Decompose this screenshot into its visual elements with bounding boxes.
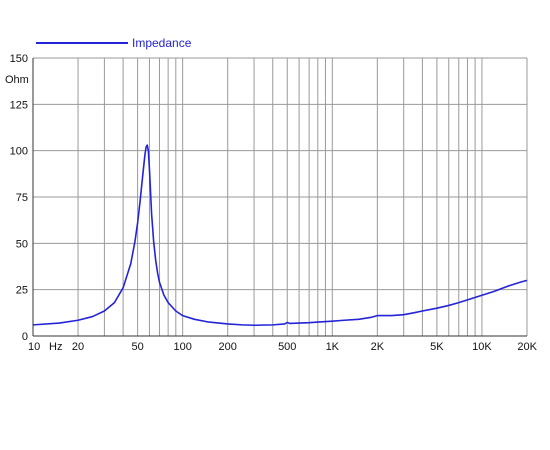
- series-marks: [32, 144, 528, 327]
- legend: Impedance: [36, 36, 192, 50]
- x-tick-label: 20K: [517, 341, 537, 353]
- x-tick-label: 10: [28, 341, 40, 353]
- x-tick-label: 10K: [472, 341, 492, 353]
- series-line-impedance: [32, 144, 528, 327]
- y-tick-label: 0: [22, 331, 28, 343]
- y-axis-unit: Ohm: [5, 74, 29, 86]
- x-tick-label: 20: [72, 341, 84, 353]
- grid: [32, 57, 528, 337]
- x-tick-label: 500: [278, 341, 296, 353]
- x-tick-label: 5K: [430, 341, 444, 353]
- x-tick-label: 100: [173, 341, 191, 353]
- axis-ticks: 0 25 50 75 100 125 150 10 20 50 100 200 500 1K 2K 5K 10K…: [10, 53, 538, 353]
- y-tick-label: 125: [10, 99, 28, 111]
- x-axis-unit: Hz: [49, 341, 62, 353]
- x-tick-label: 50: [131, 341, 143, 353]
- legend-label-impedance: Impedance: [132, 36, 192, 50]
- y-tick-label: 25: [16, 285, 28, 297]
- x-tick-label: 2K: [371, 341, 385, 353]
- x-tick-label: 200: [219, 341, 237, 353]
- y-tick-label: 150: [10, 53, 28, 65]
- x-tick-label: 1K: [326, 341, 340, 353]
- y-tick-label: 100: [10, 146, 28, 158]
- y-tick-label: 50: [16, 238, 28, 250]
- y-tick-label: 75: [16, 192, 28, 204]
